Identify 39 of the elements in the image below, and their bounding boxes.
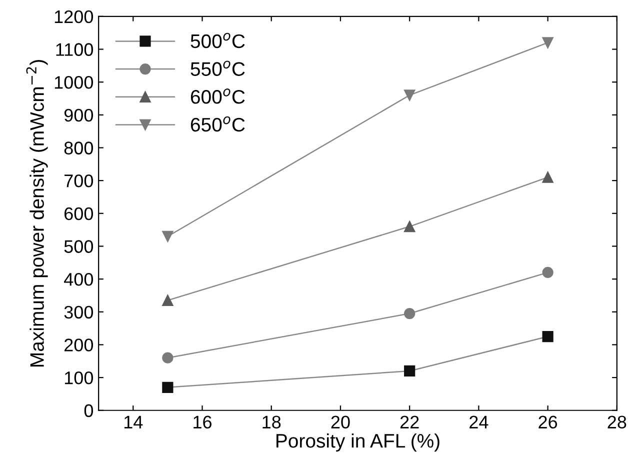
- legend-label: 600$^{o}$C: [190, 88, 245, 104]
- y-tick-label: 300: [64, 306, 94, 319]
- point: [162, 382, 174, 393]
- x-tick-label: 28: [608, 416, 626, 428]
- x-tick-label: 14: [124, 416, 143, 428]
- x-axis-title: Porosity in AFL (%): [276, 433, 440, 452]
- point: [542, 172, 554, 183]
- y-tick-label: 900: [64, 108, 94, 122]
- y-tick-label: 1200: [54, 10, 94, 24]
- y-tick-label: 800: [64, 142, 94, 154]
- y-tick-label: 0: [84, 404, 94, 418]
- point: [404, 220, 416, 232]
- point: [404, 365, 416, 377]
- point: [404, 308, 416, 320]
- point: [404, 90, 416, 101]
- point: [542, 266, 554, 278]
- legend-label: 650$^{o}$C: [190, 116, 245, 132]
- y-tick-label: 200: [64, 338, 94, 352]
- x-tick-label: 24: [470, 416, 488, 428]
- x-tick-label: 18: [262, 416, 281, 428]
- point: [542, 330, 554, 342]
- y-axis-title: Maximum power density (mWcm$^{−2}$): [26, 60, 48, 366]
- legend-label: 550$^{o}$C: [190, 60, 245, 76]
- x-tick-label: 16: [194, 416, 212, 428]
- y-tick-label: 400: [64, 272, 94, 286]
- y-tick-label: 1100: [56, 43, 94, 56]
- x-tick-label: 22: [400, 416, 419, 428]
- legend-label: 500$^{o}$C: [190, 32, 245, 48]
- point: [162, 352, 174, 364]
- y-tick-label: 500: [64, 240, 94, 253]
- x-tick-label: 26: [538, 416, 558, 428]
- point: [162, 294, 174, 306]
- point: [542, 37, 554, 48]
- y-tick-label: 700: [64, 174, 94, 188]
- y-tick-label: 100: [64, 371, 94, 384]
- y-tick-label: 1000: [54, 76, 94, 89]
- point: [162, 230, 174, 242]
- x-tick-label: 20: [331, 416, 350, 428]
- y-tick-label: 600: [64, 207, 94, 220]
